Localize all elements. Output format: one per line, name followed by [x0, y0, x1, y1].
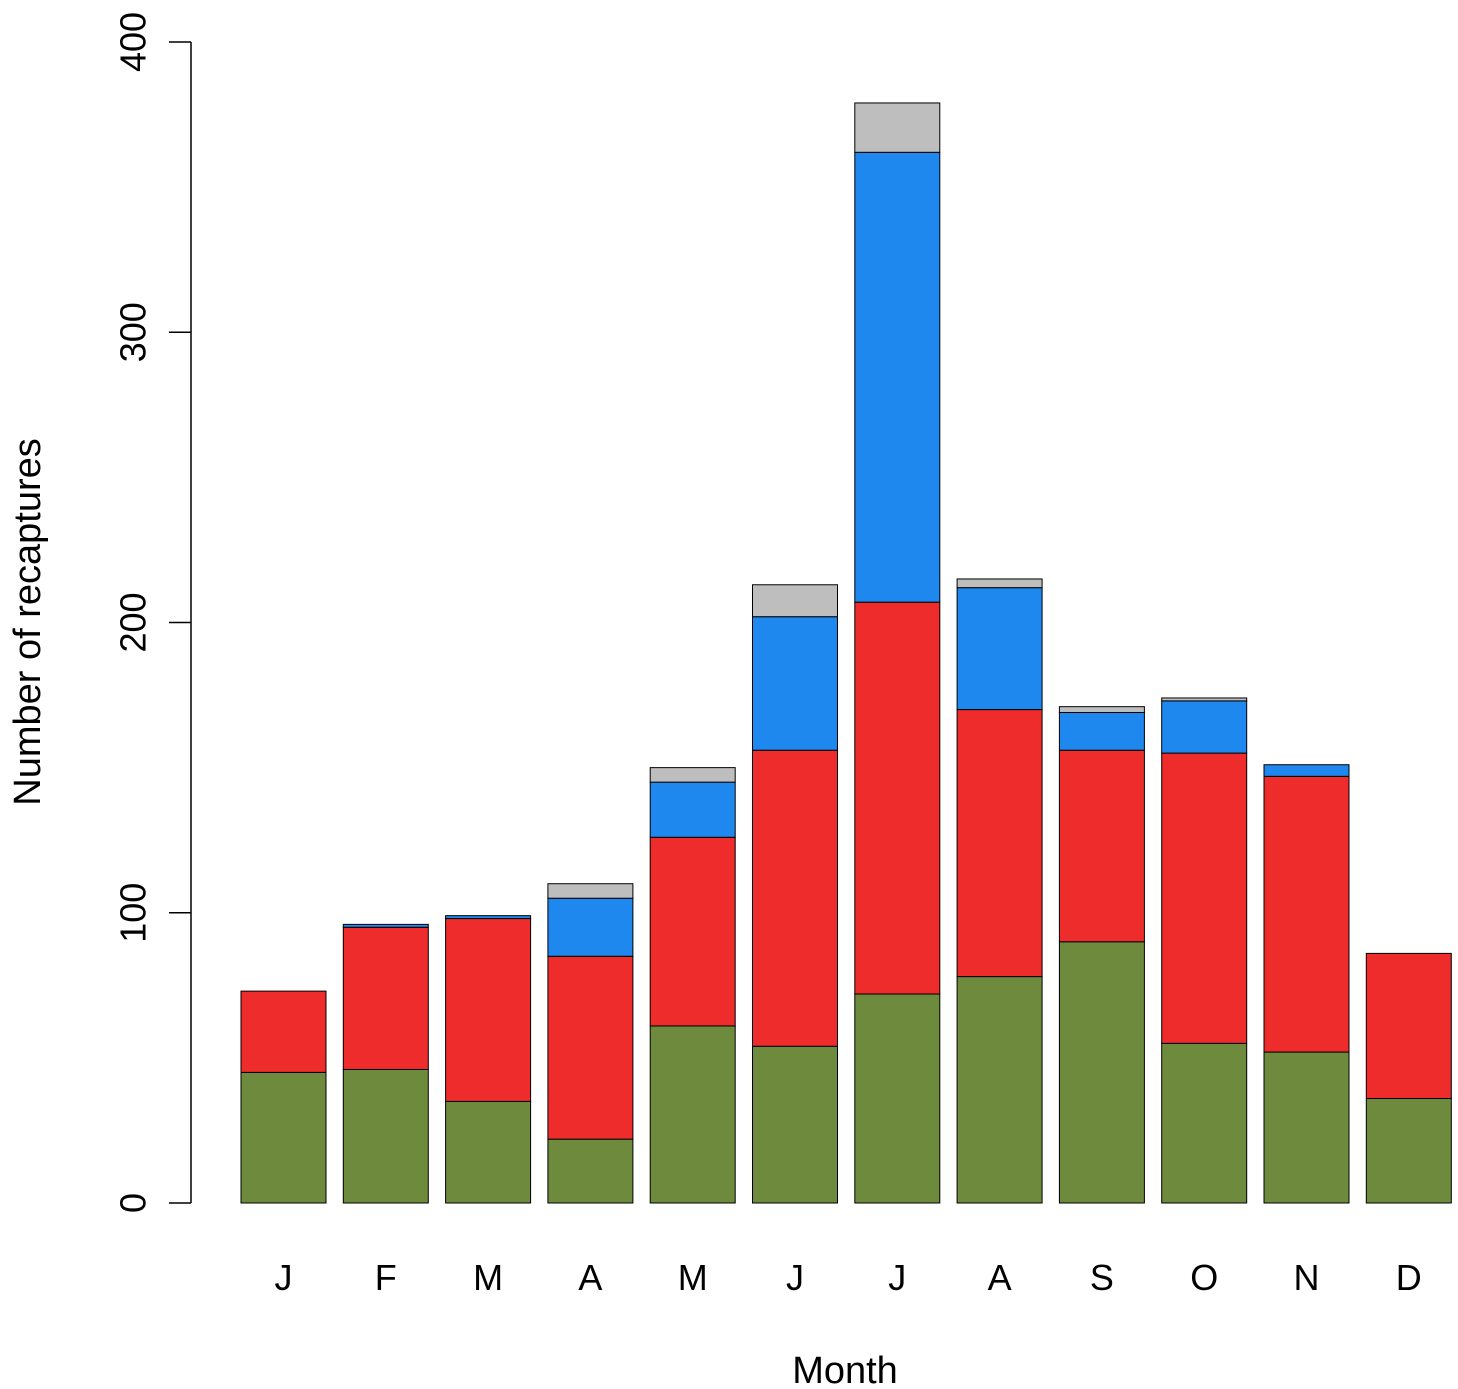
- x-tick-label: J: [275, 1257, 293, 1298]
- bar-segment: [649, 767, 736, 783]
- x-tick-label: M: [473, 1257, 503, 1298]
- y-tick-label: 100: [113, 883, 154, 943]
- bar-segment: [547, 955, 634, 1140]
- y-axis: 0 100 200 300 400: [113, 12, 192, 1213]
- bar-segment: [1058, 711, 1145, 751]
- bar-segment: [1058, 749, 1145, 943]
- bar-segment: [445, 915, 532, 920]
- bar-segment: [854, 993, 941, 1204]
- y-tick-label: 200: [113, 592, 154, 652]
- bar-segment: [547, 883, 634, 899]
- bars: [240, 102, 1452, 1204]
- x-tick-label: N: [1294, 1257, 1320, 1298]
- bar-segment: [649, 836, 736, 1027]
- x-tick-label: J: [786, 1257, 804, 1298]
- x-axis-title: Month: [792, 1350, 898, 1389]
- bar-segment: [342, 1068, 429, 1204]
- x-tick-label: F: [375, 1257, 397, 1298]
- bar-segment: [240, 990, 327, 1073]
- bar-segment: [649, 781, 736, 838]
- y-tick-label: 300: [113, 302, 154, 362]
- bar-segment: [445, 918, 532, 1102]
- x-tick-label: J: [888, 1257, 906, 1298]
- bar-segment: [1161, 700, 1248, 754]
- bar-segment: [342, 926, 429, 1070]
- bar-segment: [752, 616, 838, 751]
- bar-segment: [1058, 941, 1145, 1204]
- bar-segment: [547, 897, 634, 957]
- bar-segment: [956, 587, 1043, 711]
- bar-segment: [854, 102, 941, 153]
- bar-segment: [240, 1071, 327, 1204]
- bar-segment: [752, 584, 838, 618]
- y-tick-label: 400: [113, 12, 154, 72]
- bar-segment: [649, 1025, 736, 1204]
- bar-segment: [342, 923, 429, 928]
- x-tick-label: A: [988, 1257, 1012, 1298]
- bar-segment: [1161, 1042, 1248, 1204]
- bar-segment: [547, 1138, 634, 1204]
- bar-segment: [1365, 1098, 1452, 1204]
- x-tick-label: A: [578, 1257, 602, 1298]
- bar-segment: [1263, 775, 1350, 1053]
- bar-segment: [1263, 1051, 1350, 1204]
- bar-segment: [854, 601, 941, 995]
- bar-segment: [752, 1045, 838, 1204]
- y-axis-title: Number of recaptures: [7, 438, 49, 806]
- bar-segment: [1365, 952, 1452, 1100]
- bar-segment: [752, 749, 838, 1047]
- bar-segment: [956, 578, 1043, 589]
- bar-segment: [445, 1100, 532, 1204]
- x-tick-label: M: [678, 1257, 708, 1298]
- bar-segment: [1161, 752, 1248, 1044]
- bar-segment: [854, 151, 941, 603]
- bar-segment: [1263, 764, 1350, 777]
- bar-segment: [956, 709, 1043, 978]
- x-tick-label: D: [1396, 1257, 1422, 1298]
- bar-segment: [1058, 706, 1145, 713]
- x-tick-label: S: [1090, 1257, 1114, 1298]
- bar-segment: [1161, 697, 1248, 702]
- x-tick-label: O: [1190, 1257, 1218, 1298]
- y-tick-label: 0: [113, 1193, 154, 1213]
- bar-segment: [956, 976, 1043, 1204]
